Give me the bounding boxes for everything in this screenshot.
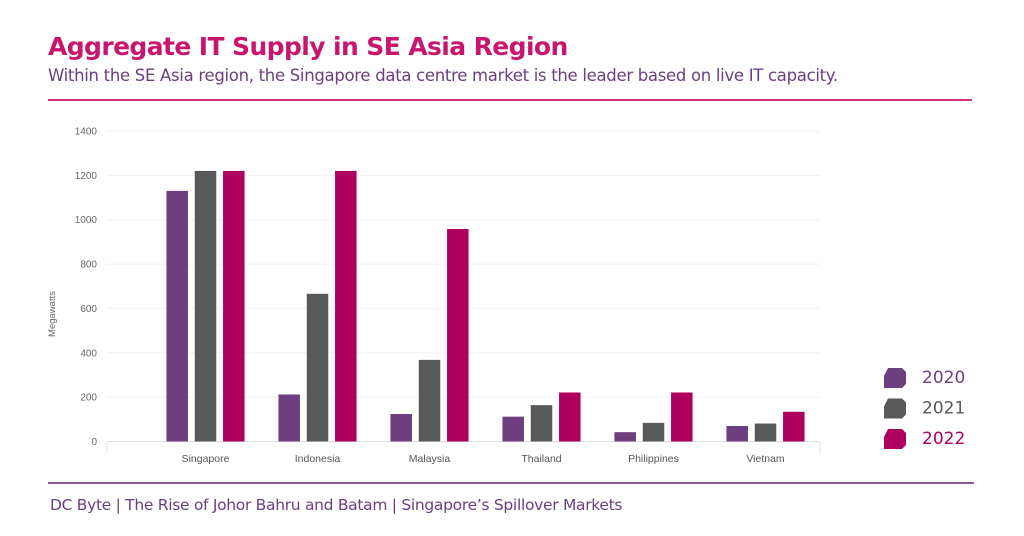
y-tick-label: 800 — [80, 260, 97, 271]
bar-malaysia-2022 — [447, 229, 469, 442]
bar-indonesia-2021 — [306, 293, 329, 442]
bar-malaysia-2021 — [418, 359, 441, 442]
y-tick-label: 1200 — [75, 171, 98, 182]
x-tick-label: Malaysia — [409, 453, 451, 465]
x-tick-label: Singapore — [182, 453, 230, 465]
y-tick-label: 200 — [80, 393, 97, 404]
bar-indonesia-2020 — [278, 394, 300, 442]
legend: 2020 2021 2022 — [884, 368, 965, 449]
bar-philippines-2020 — [614, 432, 636, 442]
bar-thailand-2021 — [530, 405, 553, 442]
page-subtitle: Within the SE Asia region, the Singapore… — [48, 66, 838, 85]
bars — [166, 170, 805, 442]
page-title: Aggregate IT Supply in SE Asia Region — [48, 32, 568, 61]
bar-indonesia-2022 — [335, 170, 357, 442]
y-axis-label: Megawatts — [47, 291, 58, 337]
legend-label-2021: 2021 — [922, 399, 965, 419]
header-divider — [48, 99, 972, 101]
bar-vietnam-2021 — [754, 423, 777, 442]
bar-vietnam-2020 — [726, 425, 748, 442]
bar-malaysia-2020 — [390, 413, 412, 442]
y-tick-label: 1400 — [75, 127, 98, 138]
bar-vietnam-2022 — [783, 411, 805, 442]
y-tick-label: 0 — [91, 437, 97, 448]
bar-thailand-2022 — [559, 392, 581, 442]
legend-swatch-2020 — [884, 368, 906, 388]
x-axis-ticks: Singapore Indonesia Malaysia Thailand Philip… — [182, 453, 785, 465]
x-tick-label: Thailand — [521, 453, 561, 465]
bar-thailand-2020 — [502, 416, 524, 442]
legend-swatch-2021 — [884, 398, 906, 419]
y-tick-label: 400 — [80, 348, 97, 359]
footer-divider — [48, 482, 974, 484]
x-tick-label: Philippines — [628, 453, 679, 465]
bar-singapore-2021 — [194, 170, 217, 442]
bar-philippines-2021 — [642, 422, 665, 442]
legend-swatch-2022 — [884, 429, 906, 449]
y-axis-ticks: 0 200 400 600 800 1000 1200 1400 — [75, 127, 98, 449]
bar-singapore-2020 — [166, 190, 188, 442]
footer-text: DC Byte | The Rise of Johor Bahru and Ba… — [50, 496, 623, 514]
bar-singapore-2022 — [223, 170, 245, 442]
x-tick-label: Indonesia — [295, 453, 341, 465]
bar-philippines-2022 — [671, 392, 693, 442]
y-tick-label: 1000 — [75, 215, 98, 226]
legend-label-2020: 2020 — [922, 368, 965, 388]
legend-label-2022: 2022 — [922, 429, 965, 449]
y-tick-label: 600 — [80, 304, 97, 315]
x-tick-label: Vietnam — [746, 453, 785, 465]
